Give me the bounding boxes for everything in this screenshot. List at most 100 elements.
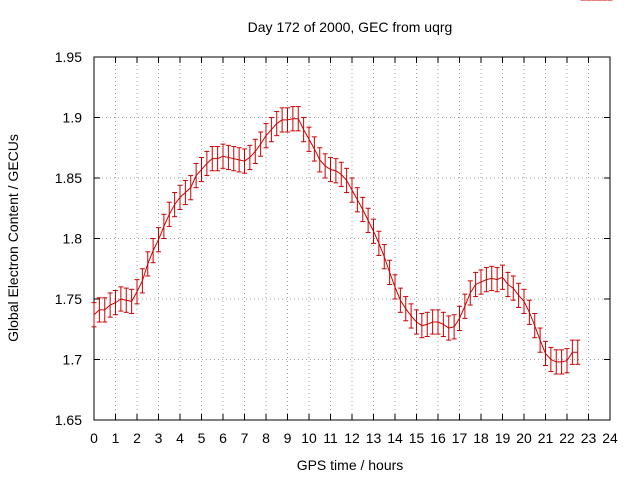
y-tick-label: 1.95	[55, 49, 82, 65]
error-bar	[505, 271, 511, 298]
error-bar	[564, 348, 570, 374]
error-bar	[317, 147, 323, 173]
x-axis-label: GPS time / hours	[297, 457, 404, 473]
error-bar	[360, 196, 366, 223]
error-bar	[322, 153, 328, 179]
error-bar	[231, 146, 237, 172]
x-tick-label: 13	[366, 430, 382, 446]
error-bar	[516, 282, 522, 308]
error-bar	[161, 213, 167, 239]
error-bar	[182, 179, 188, 206]
x-tick-label: 21	[538, 430, 554, 446]
error-bar	[301, 117, 307, 143]
error-bar	[113, 290, 118, 316]
error-bar	[166, 201, 172, 227]
grid-lines	[94, 57, 610, 420]
error-bar	[150, 238, 156, 264]
error-bar	[462, 293, 468, 319]
error-bar	[107, 292, 113, 318]
error-bar	[91, 302, 97, 328]
x-tick-label: 6	[219, 430, 227, 446]
error-bar	[349, 177, 355, 203]
y-tick-label: 1.85	[55, 170, 82, 186]
error-bar	[419, 313, 425, 339]
error-bar	[123, 287, 129, 313]
error-bar	[129, 288, 135, 315]
error-bar	[489, 265, 495, 292]
error-bar	[526, 299, 532, 325]
error-bar	[376, 230, 382, 256]
error-bar	[209, 146, 215, 172]
error-bar	[365, 207, 371, 233]
error-bar	[537, 327, 543, 353]
x-tick-label: 24	[602, 430, 618, 446]
error-bar	[435, 309, 441, 335]
x-tick-label: 3	[155, 430, 163, 446]
error-bar	[521, 288, 527, 315]
y-tick-label: 1.9	[63, 110, 83, 126]
error-bar	[500, 264, 505, 290]
error-bar	[328, 156, 333, 183]
error-bar	[290, 106, 296, 132]
y-tick-labels: 1.65 1.7 1.75 1.8 1.85 1.9 1.95	[55, 49, 82, 428]
y-tick-label: 1.65	[55, 412, 82, 428]
error-bar	[371, 218, 376, 244]
x-tick-label: 2	[133, 430, 141, 446]
error-bar	[467, 280, 473, 306]
x-tick-label: 16	[430, 430, 446, 446]
x-tick-label: 5	[198, 430, 206, 446]
error-bar	[258, 131, 264, 157]
error-bar	[236, 147, 242, 173]
error-bar	[569, 339, 575, 365]
error-bar	[102, 297, 108, 323]
error-bar	[252, 138, 258, 164]
axis-ticks	[93, 56, 611, 421]
error-bar	[311, 136, 317, 162]
chart-title: Day 172 of 2000, GEC from uqrg	[248, 19, 453, 35]
error-bar	[134, 279, 140, 305]
error-bar	[387, 259, 393, 285]
x-tick-label: 12	[344, 430, 360, 446]
x-tick-label: 0	[90, 430, 98, 446]
error-bar	[575, 339, 581, 365]
error-bar	[306, 126, 312, 152]
error-bar	[354, 187, 360, 213]
y-axis-label: Global Electron Content / GECUs	[5, 134, 21, 342]
error-bar	[451, 314, 457, 340]
x-tick-label: 22	[559, 430, 575, 446]
x-tick-label: 1	[112, 430, 120, 446]
error-bar	[274, 110, 280, 137]
x-tick-label: 11	[323, 430, 338, 446]
x-tick-label: 14	[387, 430, 403, 446]
x-tick-label: 23	[581, 430, 597, 446]
error-bar	[483, 267, 489, 293]
error-bar	[553, 349, 559, 375]
error-bar	[145, 251, 151, 277]
error-bar	[199, 156, 204, 183]
error-bar	[263, 123, 269, 149]
x-tick-label: 18	[473, 430, 489, 446]
error-bar	[344, 167, 350, 194]
series-line	[93, 118, 578, 363]
x-tick-label: 20	[516, 430, 532, 446]
y-tick-label: 1.8	[63, 231, 83, 247]
y-tick-label: 1.75	[55, 291, 82, 307]
x-tick-labels: 0 1 2 3 4 5 6 7 8 9 10 11 12 13 14 15 16 17 18 19 20 21 22 23 24	[90, 430, 618, 446]
x-tick-label: 17	[452, 430, 468, 446]
error-bar	[543, 340, 548, 367]
error-bar	[333, 158, 339, 184]
x-tick-label: 10	[301, 430, 317, 446]
error-bar	[559, 349, 565, 375]
x-tick-label: 15	[409, 430, 425, 446]
x-tick-label: 19	[495, 430, 511, 446]
error-bar	[268, 117, 274, 143]
error-bar	[188, 175, 194, 201]
x-tick-label: 8	[262, 430, 270, 446]
error-bar	[392, 274, 398, 300]
error-bar	[172, 192, 178, 218]
error-bar	[96, 297, 102, 323]
x-tick-label: 4	[176, 430, 184, 446]
error-bar	[457, 305, 462, 331]
error-bar	[414, 309, 419, 335]
